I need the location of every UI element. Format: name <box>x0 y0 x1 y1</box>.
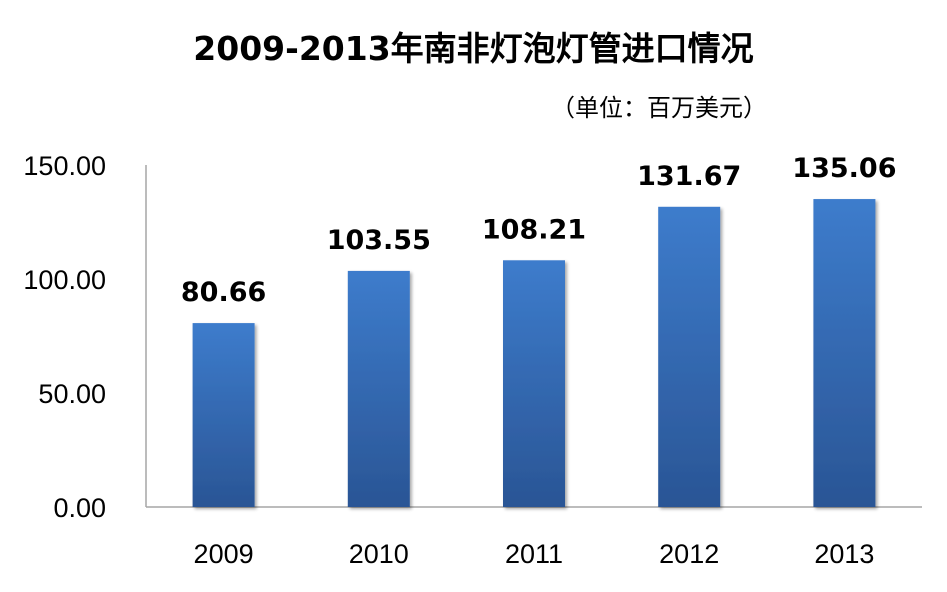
bars <box>192 199 876 507</box>
bar-2009 <box>192 323 255 507</box>
data-label-2013: 135.06 <box>792 153 896 184</box>
y-tick-label: 100.00 <box>23 265 106 295</box>
chart-title: 2009-2013年南非灯泡灯管进口情况 <box>193 29 754 68</box>
x-tick-label-2010: 2010 <box>349 539 409 569</box>
y-tick-label: 50.00 <box>38 379 106 409</box>
data-label-2010: 103.55 <box>327 225 431 256</box>
y-tick-label: 0.00 <box>53 493 106 523</box>
bar-2012 <box>658 206 721 507</box>
x-tick-label-2012: 2012 <box>659 539 719 569</box>
x-tick-label-2009: 2009 <box>194 539 254 569</box>
x-tick-label-2011: 2011 <box>505 539 563 569</box>
data-label-2009: 80.66 <box>181 277 266 308</box>
data-label-2012: 131.67 <box>637 161 741 192</box>
bar-2011 <box>503 260 565 507</box>
y-tick-label: 150.00 <box>23 151 106 181</box>
x-tick-label-2013: 2013 <box>814 539 874 569</box>
labels: 0.00 50.00 100.00 150.00 80.66 2009 103.55 2010… <box>23 151 896 569</box>
data-label-2011: 108.21 <box>482 214 586 245</box>
chart-subtitle: （单位：百万美元） <box>551 94 767 122</box>
bar-2013 <box>813 199 876 507</box>
bar-2010 <box>347 270 410 507</box>
